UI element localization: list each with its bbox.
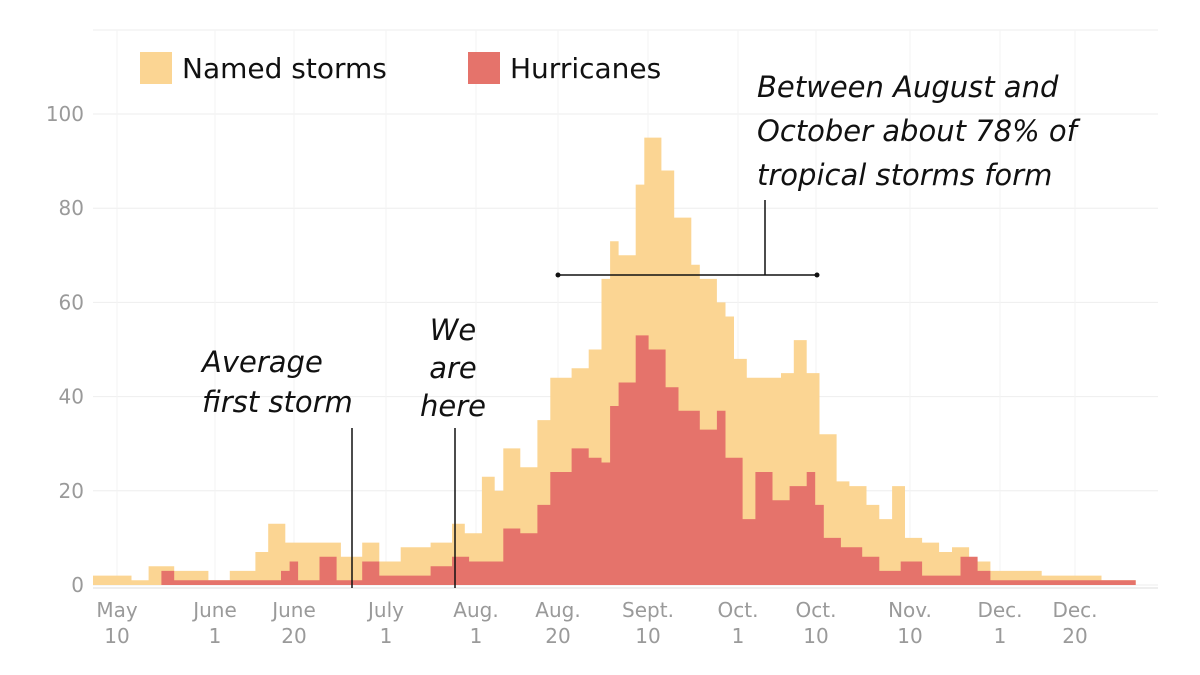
x-tick-label: July [366,598,404,622]
x-tick-label: Dec. [1052,598,1097,622]
y-tick-label: 80 [59,196,84,220]
legend-swatch-named-storms [140,52,172,84]
x-tick-label: 1 [732,624,745,648]
x-tick-label: Dec. [977,598,1022,622]
x-tick-label: 1 [470,624,483,648]
area-named-storms [93,137,1140,585]
x-tick-label: 1 [380,624,393,648]
annotation-text: here [420,389,486,423]
bracket-end [814,272,820,278]
y-tick-label: 100 [46,102,84,126]
x-tick-label: Oct. [796,598,837,622]
x-tick-label: 10 [803,624,828,648]
x-tick-label: 1 [994,624,1007,648]
y-tick-label: 0 [71,573,84,597]
annotation-first-storm: Average first storm [200,345,353,588]
annotation-we-are-here: We are here [420,313,486,588]
x-tick-label: 20 [545,624,570,648]
x-tick-label: 10 [635,624,660,648]
bracket-end [555,272,561,278]
x-tick-label: Sept. [622,598,674,622]
y-tick-label: 60 [59,290,84,314]
annotation-text: Average [200,345,323,379]
annotation-peak-season: Between August and October about 78% of … [555,70,1081,278]
annotation-text: October about 78% of [757,114,1081,148]
annotation-text: Between August and [757,70,1059,104]
x-tick-label: 20 [281,624,306,648]
y-tick-label: 20 [59,479,84,503]
x-tick-label: 1 [209,624,222,648]
annotation-text: are [429,351,477,385]
x-axis: May10June1June20July1Aug.1Aug.20Sept.10O… [96,598,1097,648]
annotation-text: tropical storms form [757,158,1052,192]
x-tick-label: May [96,598,138,622]
legend-label-hurricanes: Hurricanes [510,52,661,85]
x-tick-label: Aug. [535,598,580,622]
y-tick-label: 40 [59,385,84,409]
legend-swatch-hurricanes [468,52,500,84]
x-tick-label: June [270,598,316,622]
x-tick-label: 20 [1062,624,1087,648]
x-tick-label: June [191,598,237,622]
x-tick-label: Aug. [453,598,498,622]
annotation-text: first storm [202,385,353,419]
x-tick-label: 10 [897,624,922,648]
area-hurricanes [93,335,1140,585]
annotation-text: We [430,313,477,347]
y-axis: 0 20 40 60 80 100 [46,102,84,597]
x-tick-label: Oct. [718,598,759,622]
x-tick-label: Nov. [888,598,932,622]
legend: Named storms Hurricanes [140,52,661,85]
areas [93,137,1158,589]
legend-label-named-storms: Named storms [182,52,387,85]
x-tick-label: 10 [104,624,129,648]
